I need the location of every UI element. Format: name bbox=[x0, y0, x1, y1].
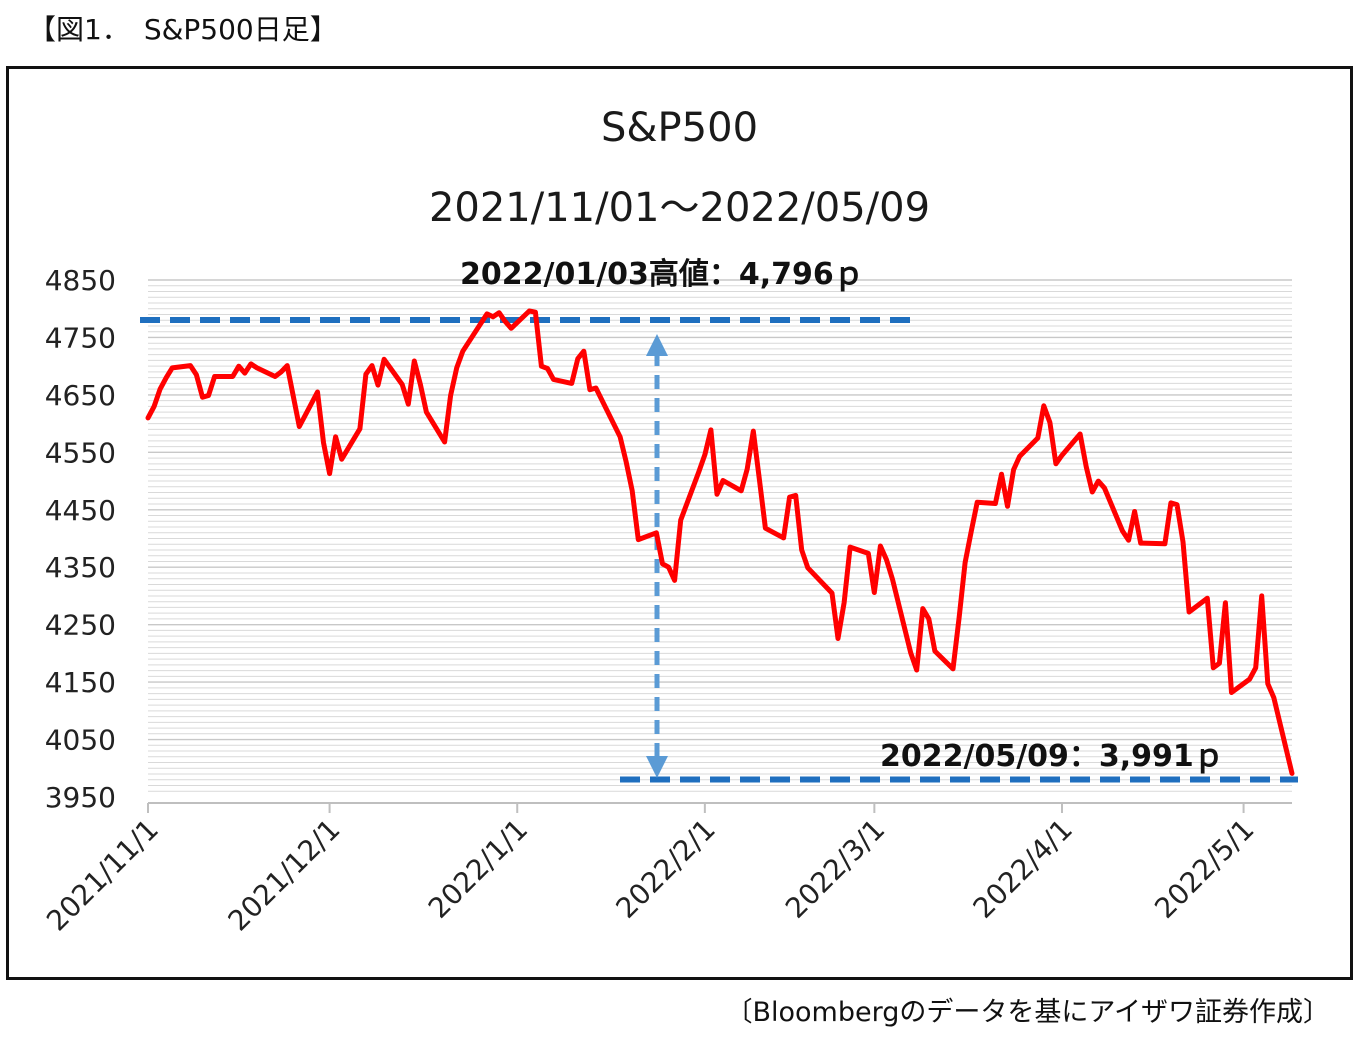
x-tick-label: 2021/11/1 bbox=[40, 813, 165, 938]
x-tick-label: 2022/5/1 bbox=[1148, 813, 1260, 925]
y-tick-label: 4050 bbox=[45, 724, 116, 757]
figure-caption: 【図1． S&P500日足】 bbox=[28, 13, 338, 46]
low-annotation: 2022/05/09：3,991ｐ bbox=[880, 739, 1224, 774]
x-tick-label: 2021/12/1 bbox=[222, 813, 347, 938]
y-tick-label: 4350 bbox=[45, 551, 116, 584]
x-tick-label: 2022/2/1 bbox=[610, 813, 722, 925]
source-note: 〔Bloombergのデータを基にアイザワ証券作成〕 bbox=[725, 997, 1330, 1028]
y-tick-label: 3950 bbox=[45, 781, 116, 814]
x-tick-label: 2022/3/1 bbox=[779, 813, 891, 925]
arrow-head-up bbox=[646, 334, 668, 356]
series-line bbox=[145, 308, 1295, 776]
y-tick-label: 4750 bbox=[45, 321, 116, 354]
arrow-head-down bbox=[646, 756, 668, 778]
y-tick-label: 4650 bbox=[45, 379, 116, 412]
y-tick-label: 4550 bbox=[45, 436, 116, 469]
chart-title: S&P500 bbox=[600, 105, 759, 151]
y-tick-label: 4450 bbox=[45, 494, 116, 527]
y-tick-label: 4850 bbox=[45, 264, 116, 297]
x-tick-label: 2022/1/1 bbox=[422, 813, 534, 925]
y-tick-label: 4150 bbox=[45, 666, 116, 699]
high-annotation: 2022/01/03高値：4,796ｐ bbox=[460, 257, 864, 292]
y-tick-label: 4250 bbox=[45, 609, 116, 642]
chart-subtitle: 2021/11/01～2022/05/09 bbox=[428, 185, 931, 231]
x-tick-label: 2022/4/1 bbox=[967, 813, 1079, 925]
